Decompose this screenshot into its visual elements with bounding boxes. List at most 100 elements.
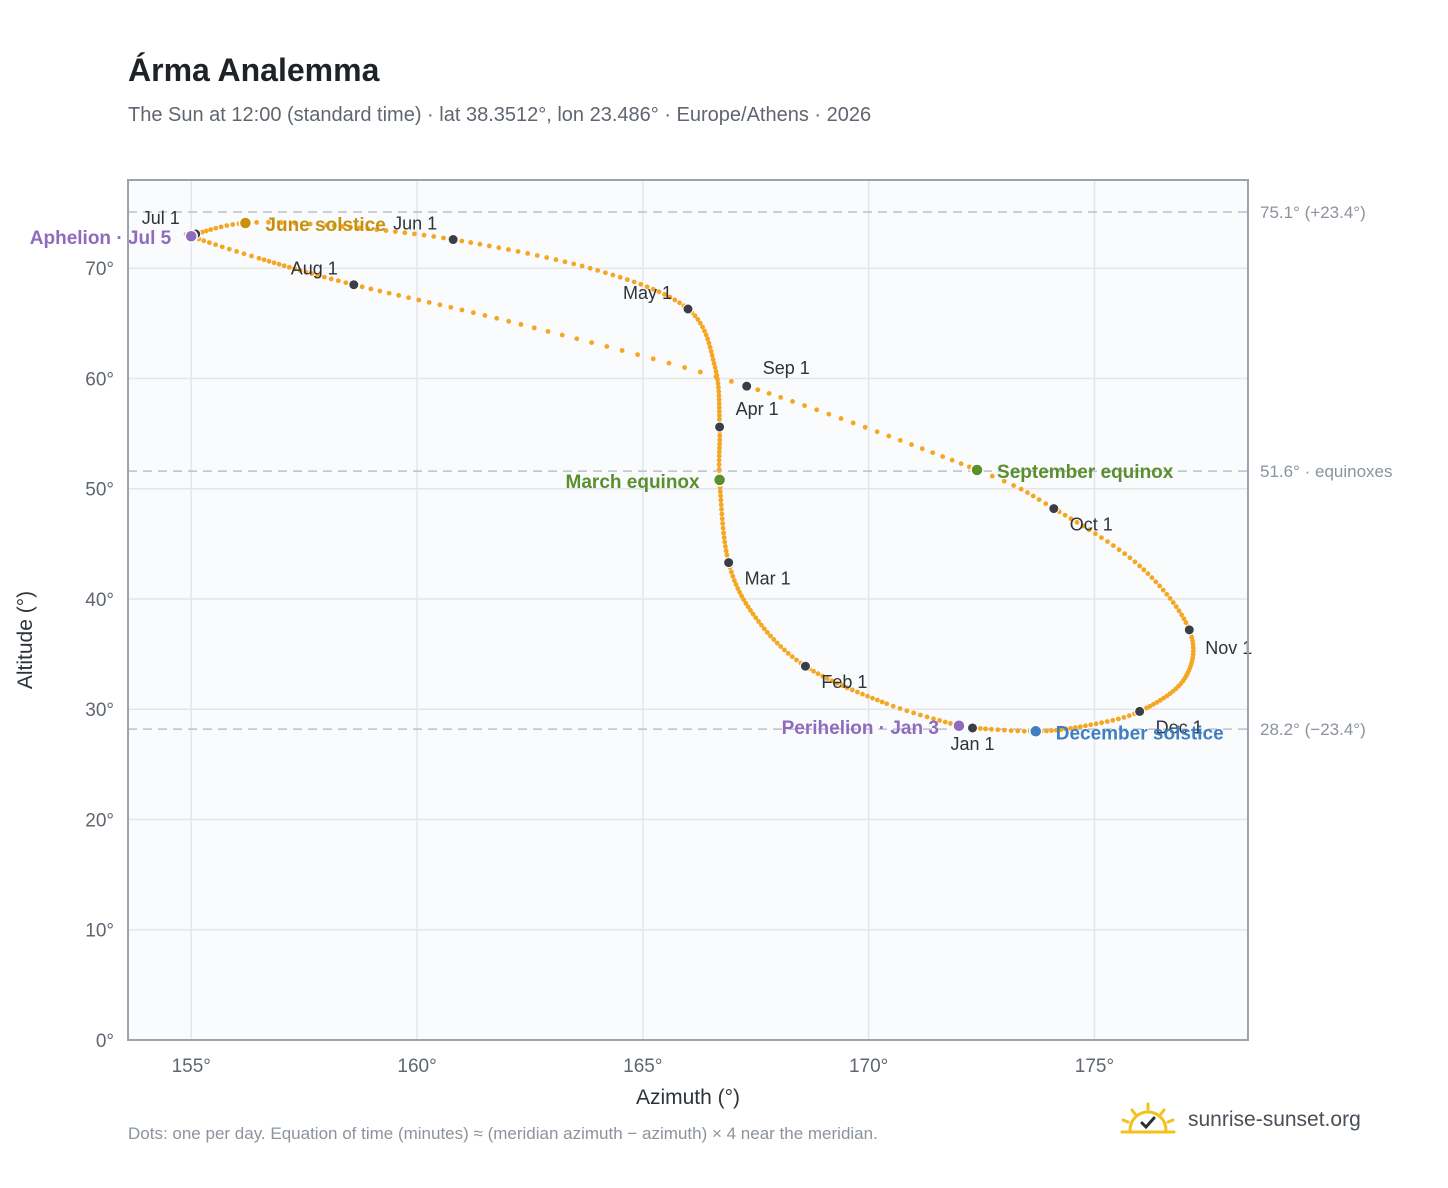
y-tick-label: 10°: [85, 921, 114, 942]
event-markers: June solstice March equinox September equi…: [30, 215, 1224, 744]
reference-label: 28.2° (−23.4°): [1260, 720, 1366, 739]
daily-dot: [631, 279, 637, 285]
daily-dot: [672, 297, 678, 303]
daily-dot: [206, 240, 212, 246]
daily-dot: [718, 502, 724, 508]
daily-dot: [741, 597, 747, 603]
brand[interactable]: sunrise-sunset.org: [1120, 1102, 1361, 1138]
daily-dot: [721, 535, 727, 540]
daily-dot: [1030, 493, 1036, 499]
daily-dot: [468, 240, 474, 245]
daily-dot: [324, 222, 330, 228]
event-marker: [952, 719, 966, 733]
daily-dot: [431, 234, 437, 239]
month-marker: [714, 421, 726, 433]
daily-dot: [886, 433, 892, 439]
daily-dot: [1044, 728, 1049, 734]
daily-dot: [1063, 726, 1069, 732]
daily-dot: [1025, 490, 1030, 496]
daily-dot: [459, 307, 465, 313]
daily-dot: [1099, 535, 1104, 541]
daily-dot: [743, 600, 749, 606]
daily-dot: [748, 608, 753, 613]
daily-dot: [1179, 612, 1184, 618]
daily-dot: [1073, 725, 1078, 730]
daily-dot: [716, 467, 722, 472]
daily-dot: [761, 626, 767, 632]
daily-dot: [721, 530, 727, 536]
daily-dot: [855, 689, 860, 695]
daily-dot: [383, 228, 389, 233]
daily-dot: [930, 450, 936, 456]
daily-dot: [1008, 728, 1014, 733]
daily-dot: [719, 511, 725, 517]
daily-dot: [739, 593, 745, 599]
daily-dot: [303, 269, 309, 275]
daily-dot: [1011, 483, 1017, 488]
month-marker: [348, 279, 360, 291]
daily-dot: [713, 368, 719, 374]
daily-dot: [315, 272, 321, 278]
daily-dot: [697, 369, 703, 375]
daily-dot: [276, 261, 282, 267]
daily-dot: [411, 231, 417, 237]
daily-dot: [208, 227, 214, 233]
daily-dot: [829, 678, 835, 684]
daily-dot: [1110, 717, 1116, 723]
month-label: May 1: [623, 283, 672, 303]
daily-dot: [983, 726, 988, 732]
daily-dot: [1083, 723, 1088, 729]
daily-dot: [756, 619, 761, 624]
daily-dot: [297, 268, 303, 273]
daily-dot: [343, 280, 349, 286]
daily-dot: [1145, 571, 1151, 577]
daily-dot: [1176, 608, 1182, 614]
daily-dot: [706, 340, 712, 346]
daily-dot: [682, 365, 688, 370]
daily-dot: [1104, 719, 1110, 724]
month-label: Dec 1: [1156, 717, 1203, 737]
daily-dot: [278, 220, 284, 225]
daily-dot: [768, 633, 773, 639]
daily-dot: [562, 259, 568, 265]
daily-dot: [506, 318, 512, 324]
daily-dot: [1068, 725, 1074, 731]
daily-dot: [545, 328, 551, 334]
daily-dot: [1015, 728, 1021, 734]
y-tick-label: 20°: [85, 810, 114, 831]
event-label: March equinox: [566, 472, 701, 493]
daily-dot: [1018, 486, 1024, 492]
daily-dot: [716, 401, 722, 406]
daily-dot: [824, 676, 830, 681]
event-marker: [238, 216, 253, 230]
event-label: June solstice: [265, 215, 385, 236]
daily-dot: [716, 457, 722, 463]
daily-dot: [1160, 587, 1166, 593]
daily-dot: [571, 261, 577, 267]
daily-dot: [482, 313, 488, 318]
daily-dot: [515, 249, 521, 254]
daily-dot: [213, 242, 219, 248]
daily-dot: [716, 462, 722, 468]
daily-dot: [1157, 697, 1163, 703]
daily-dot: [266, 258, 272, 264]
reference-label: 75.1° (+23.4°): [1260, 203, 1366, 222]
daily-dot: [862, 424, 868, 430]
daily-dot: [758, 622, 764, 628]
daily-dot: [392, 229, 398, 235]
daily-dot: [1190, 641, 1196, 647]
event-marker: [970, 463, 984, 477]
daily-dot: [710, 357, 716, 362]
daily-dot: [755, 387, 761, 393]
daily-dot: [1132, 559, 1138, 565]
daily-dot: [716, 389, 722, 394]
daily-dot: [477, 241, 483, 247]
daily-dot: [1099, 720, 1105, 726]
daily-dot: [1086, 527, 1092, 533]
daily-dot: [717, 416, 722, 422]
daily-dot: [218, 224, 224, 230]
daily-dot: [778, 394, 784, 400]
month-label: Feb 1: [821, 672, 867, 692]
month-marker: [723, 557, 735, 569]
